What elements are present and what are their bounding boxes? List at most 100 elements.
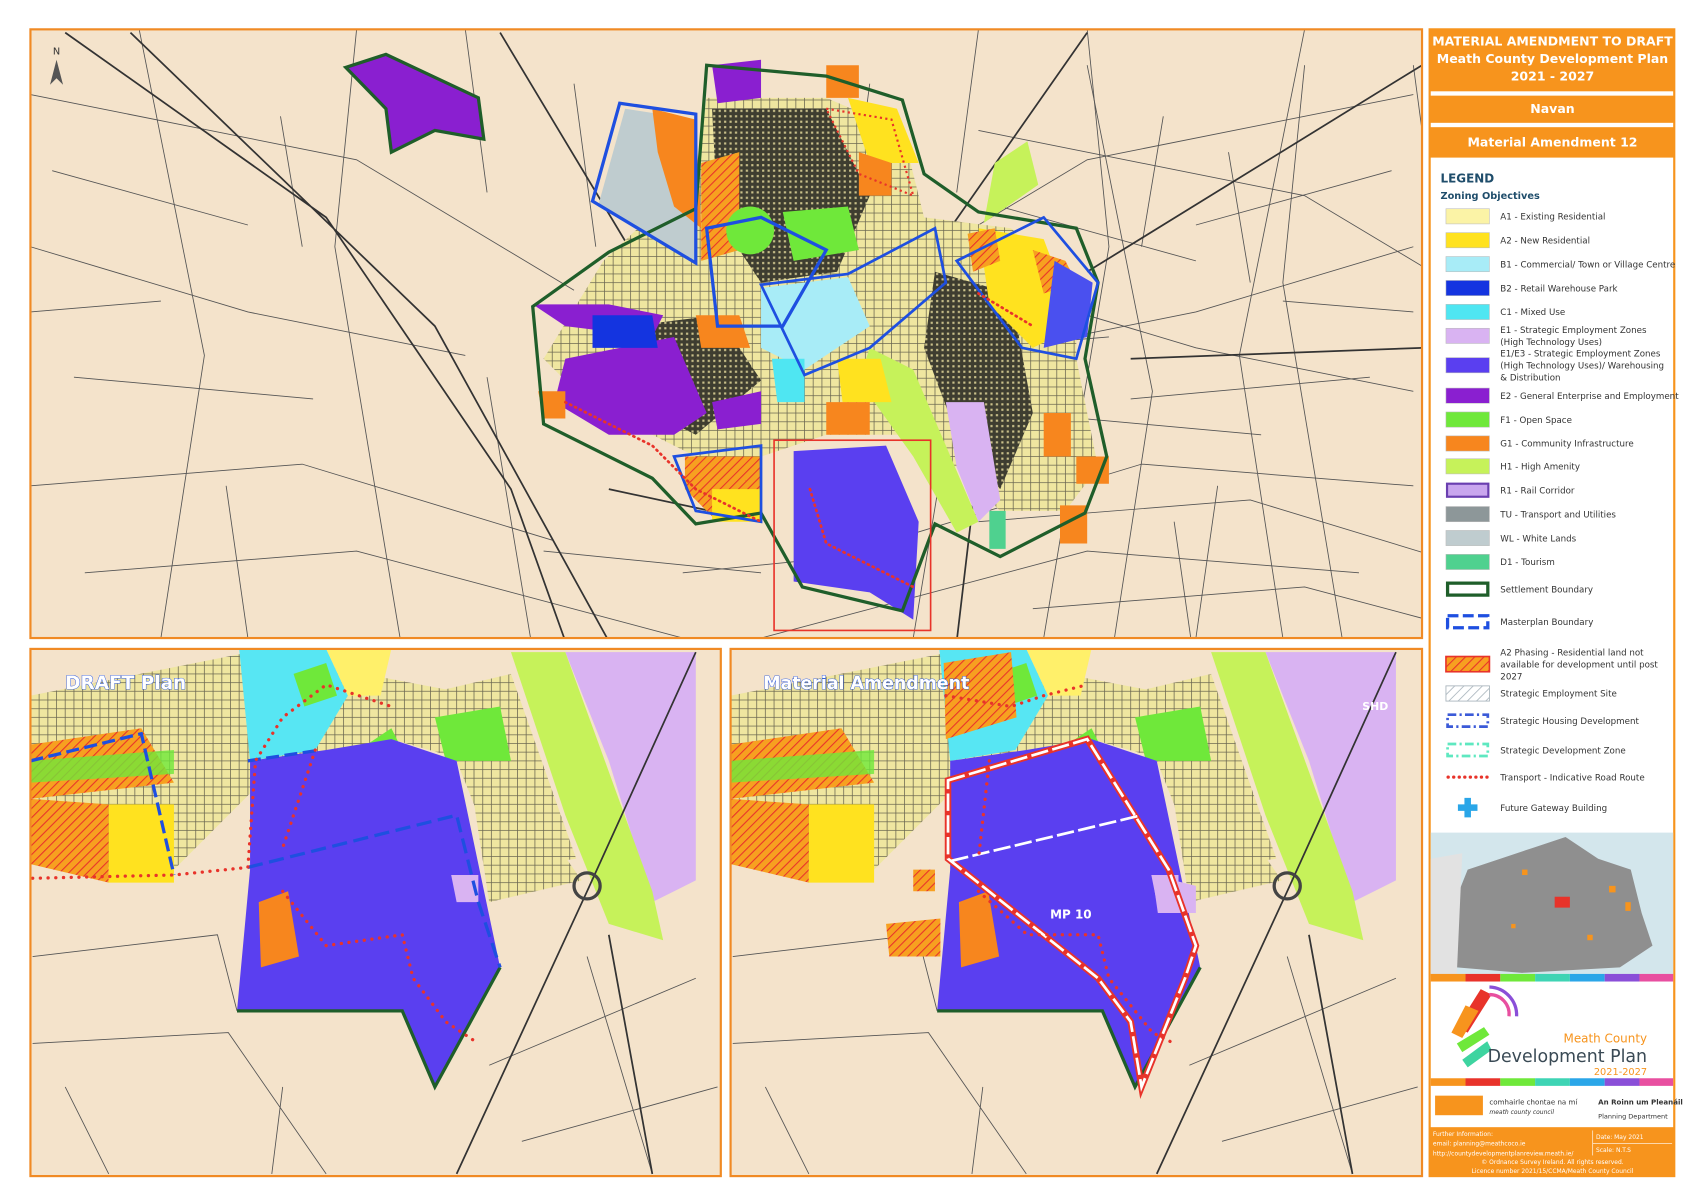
legend-swatch <box>1445 685 1490 702</box>
town-name: Navan <box>1530 101 1574 116</box>
mp-label: MP 10 <box>1050 907 1091 921</box>
legend-label: G1 - Community Infrastructure <box>1500 440 1633 450</box>
map-shape <box>1569 973 1605 982</box>
legend-label: Future Gateway Building <box>1500 804 1607 814</box>
amendment-map: Material Amendment MP 10 SHD <box>730 648 1423 1177</box>
legend-label: & Distribution <box>1500 373 1560 383</box>
map-shape <box>563 292 1035 589</box>
map-shape <box>1604 973 1640 982</box>
north-arrow <box>50 59 64 85</box>
logo-line: Meath County <box>1564 1031 1648 1045</box>
legend-swatch <box>1445 256 1490 273</box>
legend-swatch <box>1445 581 1490 597</box>
legend-label: E1 - Strategic Employment Zones <box>1500 326 1647 336</box>
group <box>1511 869 1631 941</box>
map-shape <box>531 63 1109 613</box>
map-shape <box>1511 923 1516 929</box>
dept-english: Planning Department <box>1598 1112 1668 1120</box>
amendment-number: Material Amendment 12 <box>1467 135 1637 150</box>
legend-swatch <box>1446 713 1490 728</box>
map-shape <box>824 107 915 198</box>
legend-swatch <box>1445 232 1490 249</box>
legend-swatch <box>1445 304 1490 320</box>
map-shape <box>247 813 502 968</box>
map-shape <box>1462 1041 1492 1068</box>
copyright: Licence number 2021/15/CCMA/Meath County… <box>1472 1168 1634 1175</box>
legend-swatch <box>1445 614 1490 630</box>
north-label: N <box>53 46 60 57</box>
legend-label: Masterplan Boundary <box>1500 618 1593 628</box>
map-shape <box>945 402 1001 522</box>
council-english: meath county council <box>1489 1109 1554 1116</box>
legend-label: Strategic Development Zone <box>1500 746 1625 756</box>
map-shape <box>793 445 919 620</box>
map-shape <box>913 869 935 892</box>
map-shape <box>1625 902 1631 911</box>
title-line: Meath County Development Plan <box>1437 51 1668 66</box>
logo-mark <box>1451 985 1519 1068</box>
legend-swatch <box>1445 208 1490 225</box>
legend-swatch <box>1446 742 1490 758</box>
map-shape <box>1043 413 1071 457</box>
map-shape <box>967 228 1001 272</box>
map-shape <box>695 315 751 348</box>
legend-swatch <box>1445 387 1490 404</box>
logo-line: 2021-2027 <box>1594 1067 1647 1078</box>
map-shape <box>946 737 1198 1092</box>
legend-label: B1 - Commercial/ Town or Village Centre <box>1500 260 1675 270</box>
scale: Scale: N.T.S <box>1596 1147 1631 1154</box>
map-shape <box>954 215 1100 361</box>
draft-map: DRAFT Plan <box>30 648 721 1177</box>
legend-subtitle: Zoning Objectives <box>1441 191 1540 202</box>
title-line: MATERIAL AMENDMENT TO DRAFT <box>1432 34 1673 49</box>
map-shape <box>826 402 870 435</box>
legend-swatch <box>1445 435 1490 452</box>
map-frame <box>29 647 722 1178</box>
legend-label: TU - Transport and Utilities <box>1499 510 1616 520</box>
map-shape <box>1554 896 1570 908</box>
amendment-label: Material Amendment <box>763 674 969 694</box>
map-shape <box>672 444 763 524</box>
map-shape <box>1587 934 1593 941</box>
legend-label: A1 - Existing Residential <box>1500 213 1605 223</box>
legend-swatch <box>1445 506 1490 523</box>
map-shape <box>342 52 486 155</box>
legend-swatch <box>1445 554 1490 570</box>
legend-label: D1 - Tourism <box>1500 558 1555 568</box>
logo-line: Development Plan <box>1488 1047 1647 1067</box>
shd-label: SHD <box>1362 700 1388 713</box>
map-frame <box>29 28 1424 640</box>
council-irish: comhairle chontae na mí <box>1489 1097 1578 1106</box>
map-shape <box>592 315 658 348</box>
map-shape <box>1451 1005 1479 1039</box>
legend-swatch <box>1445 411 1490 428</box>
legend-label: (High Technology Uses)/ Warehousing <box>1500 361 1664 371</box>
side-panel: MATERIAL AMENDMENT TO DRAFT Meath County… <box>1428 28 1683 1178</box>
map-shape <box>858 152 892 196</box>
map-shape <box>1465 973 1501 982</box>
legend-label: Transport - Indicative Road Route <box>1499 773 1644 783</box>
map-shape <box>1445 836 1653 973</box>
map-shape <box>782 206 859 261</box>
map-frame <box>729 647 1424 1178</box>
map-shape <box>1535 973 1570 982</box>
map-shape <box>1076 456 1109 484</box>
map-shape <box>1500 973 1536 982</box>
legend-label: WL - White Lands <box>1500 534 1576 544</box>
legend-label: Settlement Boundary <box>1500 585 1593 595</box>
legend-label: available for development until post <box>1500 660 1658 670</box>
map-shape <box>1043 260 1093 348</box>
legend-label: B2 - Retail Warehouse Park <box>1500 284 1617 294</box>
legend-label: E2 - General Enterprise and Employment <box>1500 392 1679 402</box>
legend-swatch <box>1445 530 1490 546</box>
map-shape <box>773 439 932 632</box>
map-shape <box>886 918 941 957</box>
legend-label: R1 - Rail Corridor <box>1500 486 1575 496</box>
legend: A1 - Existing Residential A2 - New Reside… <box>1445 208 1679 818</box>
map-shape <box>345 54 484 153</box>
title-line: 2021 - 2027 <box>1511 68 1594 83</box>
map-layer <box>30 648 721 1177</box>
